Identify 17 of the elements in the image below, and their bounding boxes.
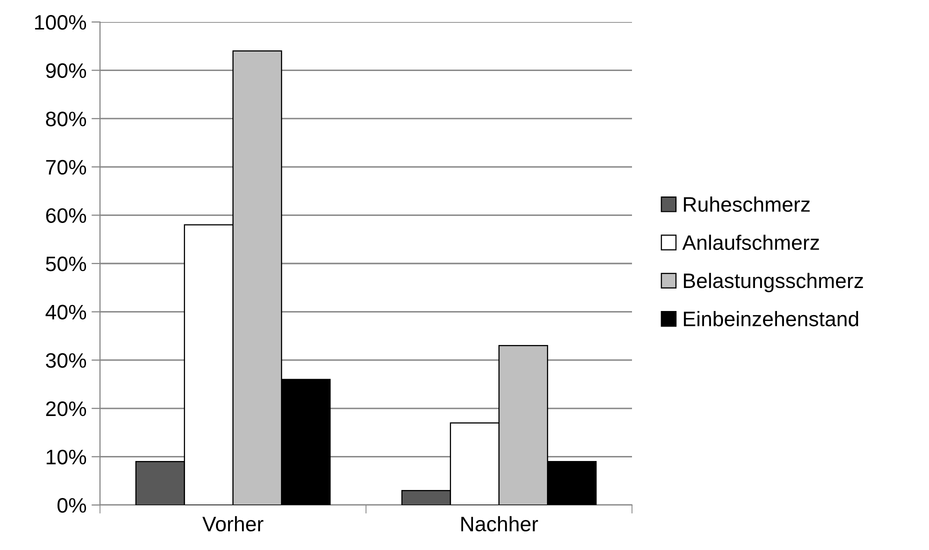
x-tick-label: Nachher [461, 516, 538, 532]
y-tick-label: 90% [46, 63, 86, 78]
y-tick-label: 0% [58, 498, 86, 513]
y-tick-label: 20% [46, 401, 86, 416]
y-tick-label: 30% [46, 353, 86, 368]
legend-label: Einbeinzehenstand [684, 311, 858, 326]
legend-label: Ruheschmerz [684, 196, 810, 212]
y-tick-label: 10% [46, 450, 86, 464]
y-tick-label: 100% [35, 15, 86, 30]
y-tick-label: 40% [46, 304, 86, 320]
y-tick-label: 50% [46, 256, 86, 272]
y-tick-label: 80% [46, 112, 86, 126]
y-tick-label: 60% [46, 208, 86, 223]
legend-label: Belastungsschmerz [684, 272, 863, 292]
x-tick-label: Vorher [202, 516, 264, 532]
legend-label: Anlaufschmerz [682, 234, 819, 250]
y-tick-label: 70% [46, 160, 86, 175]
